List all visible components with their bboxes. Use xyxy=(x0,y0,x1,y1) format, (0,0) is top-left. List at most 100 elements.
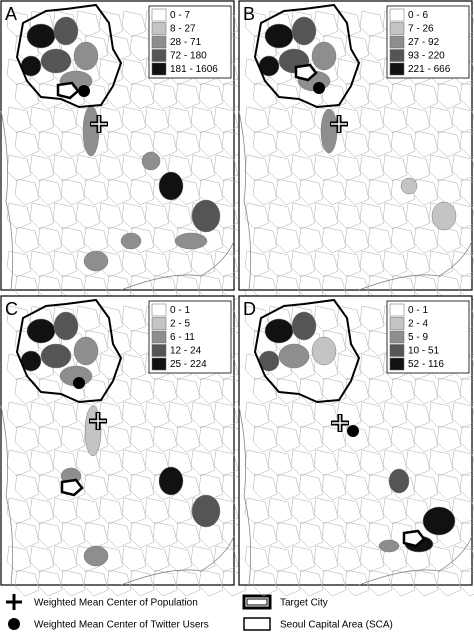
county-boundary xyxy=(336,202,362,230)
county-boundary xyxy=(198,569,224,597)
county-boundary xyxy=(267,545,293,573)
county-boundary xyxy=(129,178,155,206)
county-boundary xyxy=(290,497,316,525)
county-boundary xyxy=(367,329,393,357)
county-boundary xyxy=(37,425,63,453)
county-boundary xyxy=(98,497,124,525)
legend-label: 0 - 1 xyxy=(170,305,190,316)
county-boundary xyxy=(213,106,239,134)
county-boundary xyxy=(52,545,78,573)
legend-swatch xyxy=(151,357,167,371)
legend-swatch xyxy=(151,49,167,62)
county-boundary xyxy=(267,202,293,230)
county-boundary xyxy=(359,10,385,38)
county-boundary xyxy=(382,497,408,525)
legend-swatch xyxy=(389,49,405,62)
county-boundary xyxy=(167,106,193,134)
county-boundary xyxy=(167,154,193,182)
county-boundary xyxy=(167,497,193,525)
population-center-inner xyxy=(332,415,348,431)
twitter-center xyxy=(347,425,359,437)
county-boundary xyxy=(121,154,147,182)
twitter-center xyxy=(78,85,90,97)
county-boundary xyxy=(367,569,393,597)
county-boundary xyxy=(60,569,86,597)
county-boundary xyxy=(6,401,32,429)
county-boundary xyxy=(37,178,63,206)
county-boundary xyxy=(106,226,132,254)
county-boundary xyxy=(152,569,178,597)
map-key: Weighted Mean Center of Population Weigh… xyxy=(6,594,393,631)
county-boundary xyxy=(451,401,474,429)
legend-swatch xyxy=(389,8,405,22)
legend-label: 7 - 26 xyxy=(408,24,434,35)
county-boundary xyxy=(344,425,370,453)
county-boundary xyxy=(290,154,316,182)
coastline xyxy=(238,110,473,291)
county-boundary xyxy=(37,521,63,549)
region xyxy=(422,506,456,536)
county-boundary xyxy=(267,497,293,525)
county-boundary xyxy=(190,106,216,134)
county-boundary xyxy=(29,154,55,182)
county-boundary xyxy=(436,82,462,110)
county-boundary xyxy=(290,202,316,230)
region xyxy=(278,343,310,369)
county-boundary xyxy=(451,250,474,278)
key-label: Weighted Mean Center of Population xyxy=(34,598,198,609)
county-boundary xyxy=(359,154,385,182)
county-boundary xyxy=(106,329,132,357)
county-boundary xyxy=(436,130,462,158)
county-boundary xyxy=(321,130,347,158)
county-boundary xyxy=(129,34,155,62)
county-boundary xyxy=(459,82,474,110)
county-boundary xyxy=(106,130,132,158)
county-boundary xyxy=(75,202,101,230)
county-boundary xyxy=(190,401,216,429)
region xyxy=(291,311,317,341)
county-boundary xyxy=(382,250,408,278)
key-label: Weighted Mean Center of Twitter Users xyxy=(34,620,209,631)
county-boundary xyxy=(298,425,324,453)
county-boundary xyxy=(129,473,155,501)
county-boundary xyxy=(121,10,147,38)
county-boundary xyxy=(175,82,201,110)
county-boundary xyxy=(321,226,347,254)
county-boundary xyxy=(244,545,270,573)
twitter-center xyxy=(313,82,325,94)
county-boundary xyxy=(14,425,40,453)
legend-label: 12 - 24 xyxy=(170,346,202,357)
region xyxy=(158,171,184,201)
county-boundary xyxy=(83,569,109,597)
county-boundary xyxy=(75,154,101,182)
county-boundary xyxy=(198,82,224,110)
county-boundary xyxy=(121,449,147,477)
legend-swatch xyxy=(389,330,405,344)
county-boundary xyxy=(405,202,431,230)
county-boundary xyxy=(336,10,362,38)
county-boundary xyxy=(436,473,462,501)
county-boundary xyxy=(336,58,362,86)
county-boundary xyxy=(175,130,201,158)
legend-swatch xyxy=(151,8,167,22)
county-boundary xyxy=(213,449,239,477)
county-boundary xyxy=(83,226,109,254)
county-boundary xyxy=(121,58,147,86)
county-boundary xyxy=(98,202,124,230)
county-boundary xyxy=(428,106,454,134)
county-boundary xyxy=(275,130,301,158)
population-center-symbol xyxy=(6,594,22,610)
region xyxy=(264,23,294,49)
panel-label: B xyxy=(243,4,255,24)
county-boundary xyxy=(144,202,170,230)
county-boundary xyxy=(344,329,370,357)
county-boundary xyxy=(436,377,462,405)
county-boundary xyxy=(390,425,416,453)
county-boundary xyxy=(252,521,278,549)
county-boundary xyxy=(436,425,462,453)
county-boundary xyxy=(244,250,270,278)
county-boundary xyxy=(14,178,40,206)
legend-label: 221 - 666 xyxy=(408,64,451,75)
county-boundary xyxy=(413,82,439,110)
region xyxy=(400,177,418,195)
